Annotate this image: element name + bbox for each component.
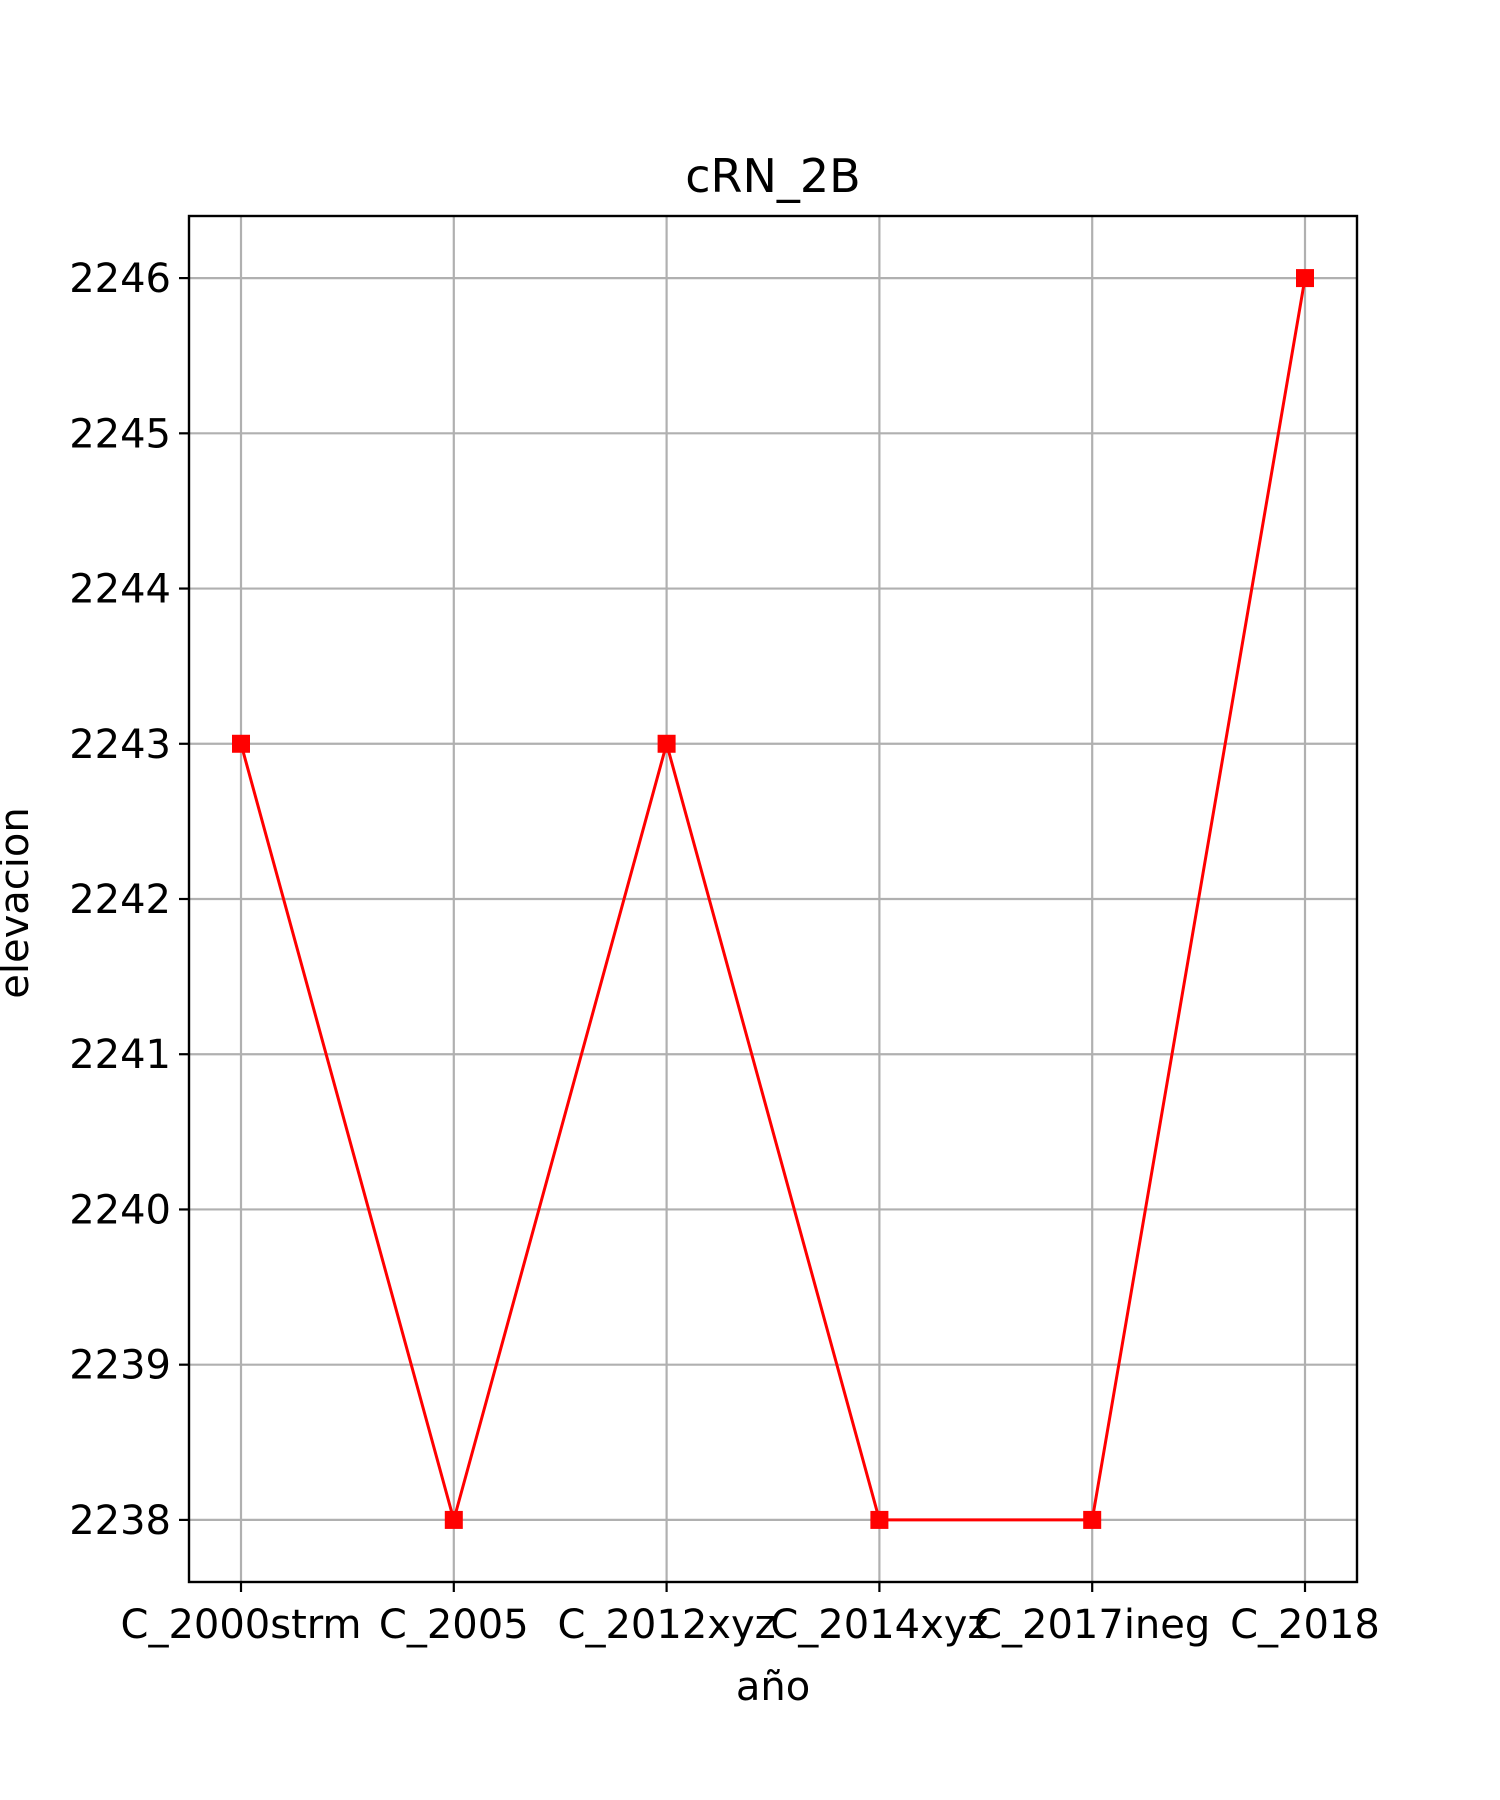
x-tick-label: C_2017ineg (974, 1602, 1210, 1648)
x-axis: C_2000strm C_2005 C_2012xyzC_2014xyzC_2017… (121, 1582, 1380, 1648)
y-tick-label: 2243 (69, 722, 171, 768)
y-tick-label: 2239 (69, 1343, 171, 1389)
x-tick-label: C_2018 (1230, 1602, 1380, 1648)
data-point-marker (1083, 1510, 1102, 1529)
grid-lines (189, 216, 1357, 1582)
y-axis-label: elevacion (0, 807, 38, 998)
x-tick-label: C_2005 (379, 1602, 529, 1648)
series-layer (232, 269, 1314, 1529)
y-tick-label: 2245 (69, 411, 171, 457)
x-tick-label: C_2012xyz (558, 1602, 776, 1648)
y-axis: 2238 2239 2240 2241 2242 2243 2244 2245 2246 (69, 256, 189, 1544)
y-tick-label: 2238 (69, 1498, 171, 1544)
series-line (239, 277, 1307, 1522)
data-point-marker (1296, 269, 1314, 288)
y-tick-label: 2244 (69, 567, 171, 613)
x-tick-label: C_2014xyz (770, 1602, 988, 1648)
data-point-marker (870, 1510, 889, 1529)
x-tick-label: C_2000strm (121, 1602, 362, 1648)
chart-title: cRN_2B (685, 149, 861, 203)
data-point-marker (232, 734, 250, 753)
y-tick-label: 2241 (69, 1032, 171, 1078)
y-tick-label: 2242 (69, 877, 171, 923)
y-tick-label: 2246 (69, 256, 171, 302)
data-point-marker (444, 1510, 463, 1529)
y-tick-label: 2240 (69, 1187, 171, 1233)
data-point-marker (657, 734, 676, 753)
x-axis-label: año (736, 1664, 810, 1710)
